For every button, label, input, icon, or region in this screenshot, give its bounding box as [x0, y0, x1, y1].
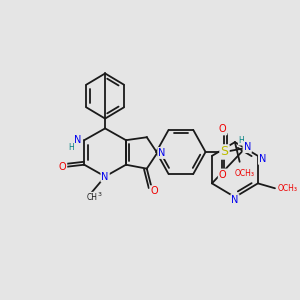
Text: 3: 3: [98, 192, 101, 197]
Text: OCH₃: OCH₃: [277, 184, 297, 193]
Text: O: O: [219, 124, 226, 134]
Text: N: N: [259, 154, 266, 164]
Text: O: O: [219, 169, 226, 179]
Text: S: S: [220, 146, 229, 158]
Text: O: O: [151, 186, 158, 196]
Text: OCH₃: OCH₃: [234, 169, 254, 178]
Text: CH: CH: [86, 193, 97, 202]
Text: N: N: [244, 142, 251, 152]
Text: N: N: [74, 135, 81, 145]
Text: H: H: [68, 142, 74, 152]
Text: H: H: [239, 136, 244, 145]
Text: N: N: [101, 172, 109, 182]
Text: N: N: [158, 148, 166, 158]
Text: N: N: [231, 195, 239, 205]
Text: O: O: [59, 162, 66, 172]
